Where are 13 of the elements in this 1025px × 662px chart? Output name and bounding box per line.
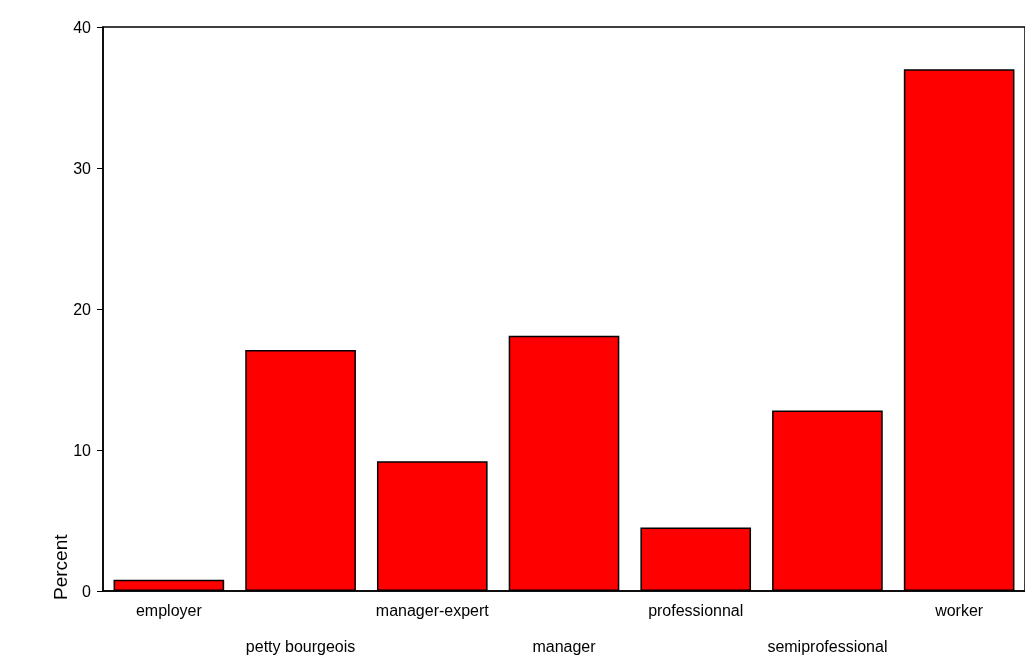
x-tick-label: petty bourgeois	[245, 637, 356, 655]
x-tick-label: worker	[934, 601, 984, 619]
x-tick-label: semiprofessional	[767, 637, 888, 655]
y-tick-label: 40	[73, 18, 92, 36]
y-tick-label: 20	[73, 300, 92, 318]
x-tick-label: employer	[135, 601, 203, 619]
y-tick-label: 30	[73, 159, 92, 177]
y-axis-title: Percent	[49, 533, 71, 600]
x-tick-label: manager-expert	[375, 601, 490, 619]
x-tick-label: manager	[532, 637, 597, 655]
x-tick-label: professionnal	[648, 601, 744, 619]
y-tick-label: 0	[82, 582, 92, 600]
y-tick-label: 10	[73, 441, 92, 459]
